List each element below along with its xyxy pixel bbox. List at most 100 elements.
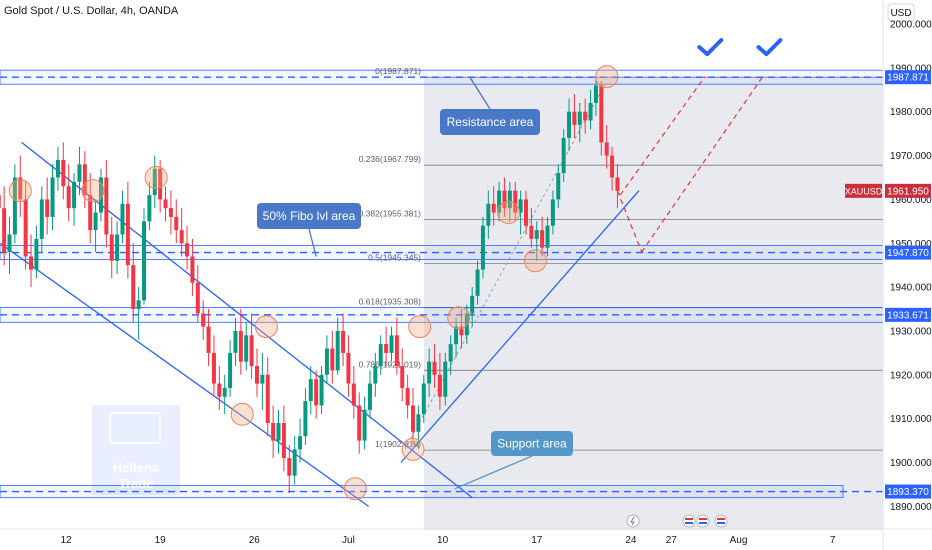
swing-highlight-circle [523,249,547,273]
candle-body [39,199,44,239]
candle-body [136,300,141,310]
candle-body [303,401,308,437]
candle-body [163,199,168,209]
price-tag-value: 1987.871 [887,73,929,84]
x-tick-label: Jul [342,535,355,546]
currency-label: USD [890,8,911,19]
candle-body [513,190,518,213]
candle-body [281,423,286,459]
candle-body [583,111,588,121]
candle-body [464,313,469,336]
price-tag-value: 1961.950 [887,186,929,197]
candle-body [2,208,7,253]
swing-highlight-circle [230,402,254,426]
candle-body [593,85,598,103]
candle-body [556,173,561,200]
candle-body [228,352,233,388]
candle-body [394,335,399,367]
candle-body [7,234,12,253]
candle-body [142,221,147,301]
y-tick-label: 1910.000 [890,414,932,425]
y-tick-label: 2000.000 [890,20,932,31]
x-tick-label: 12 [60,535,72,546]
candle-body [179,230,184,244]
candle-body [534,230,539,239]
candle-body [174,216,179,231]
x-tick-label: 7 [830,535,836,546]
candle-body [120,203,125,235]
candle-body [577,111,582,125]
candle-body [507,190,512,209]
fib-level-label: 0.5(1945.345) [368,253,421,263]
candle-body [550,199,555,226]
us-flag-event-icon [714,514,728,528]
candle-body [367,383,372,410]
candle-body [604,142,609,156]
candle-body [324,348,329,375]
y-tick-label: 1940.000 [890,283,932,294]
candle-body [480,225,485,270]
x-tick-label: 19 [155,535,167,546]
flag-stripe-icon [717,518,725,520]
candle-body [152,168,157,196]
lightning-bolt-icon [630,516,635,526]
candle-body [158,168,163,200]
candle-body [260,374,265,384]
x-tick-label: 27 [666,535,678,546]
candle-body [341,330,346,353]
candle-body [45,199,50,217]
candle-body [475,269,480,296]
candle-body [335,330,340,371]
candle-body [287,458,292,476]
fib-zone [424,77,883,531]
candle-body [29,256,34,270]
candle-body [34,238,39,270]
callout-text: Support area [497,437,567,451]
candle-body [292,449,297,476]
fib-level-label: 0.618(1935.308) [359,297,422,307]
candle-body [454,326,459,345]
candle-body [238,330,243,362]
swing-highlight-circle [343,477,367,501]
candle-body [77,164,82,182]
flag-stripe-icon [717,522,725,524]
candle-body [244,335,249,362]
swing-highlight-circle [8,179,32,203]
price-tag-value: 1933.671 [887,310,929,321]
candle-body [115,234,120,261]
swing-highlight-circle [447,306,471,330]
candle-body [486,203,491,226]
candle-body [265,374,270,424]
fibonacci-layer: 0(1987.871) 0.236(1967.799) 0.382(1955.381… [359,66,883,531]
watermark-line-2: Trade [119,476,154,491]
candle-body [109,234,114,261]
candle-body [421,383,426,415]
candle-body [0,195,1,209]
projection-leg-target-1 [619,76,706,196]
currency-button[interactable] [887,3,915,22]
candle-body [104,177,109,235]
fib-diagonal-line [404,80,608,450]
candle-body [411,405,416,432]
candle-body [518,199,523,213]
swing-highlight-circle [81,179,105,203]
callout-text: Resistance area [447,115,534,129]
x-tick-label: 24 [625,535,637,546]
y-tick-label: 1950.000 [890,239,932,250]
candle-body [357,405,362,441]
checkmark-icon [697,38,724,57]
callout-box [257,203,361,229]
candle-body [405,387,410,406]
candle-body [23,199,28,257]
swing-highlight-circle [408,315,432,339]
candle-body [72,181,77,209]
candle-body [308,379,313,402]
candle-body [201,313,206,327]
candle-body [523,199,528,226]
candle-body [384,344,389,353]
fib-level-label: 0.382(1955.381) [359,209,422,219]
flag-stripe-icon [685,518,693,520]
price-tag-symbol-box [845,183,882,198]
watermark-line-1: Hellena [113,460,160,475]
candle-body [497,190,502,213]
